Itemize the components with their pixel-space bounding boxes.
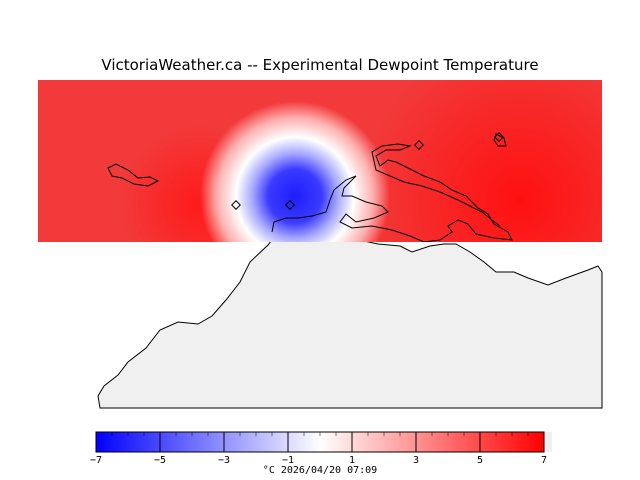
legend-tick-label: 3	[413, 455, 419, 466]
land-south	[97, 231, 603, 409]
legend-footer: °C 2026/04/20 07:09	[0, 465, 640, 476]
station-markers	[231, 132, 504, 210]
legend-timestamp: 2026/04/20 07:09	[280, 465, 378, 476]
station-marker[interactable]	[231, 200, 241, 210]
legend-tick-label: 1	[349, 455, 355, 466]
legend-tick-label: −3	[218, 455, 230, 466]
legend-tick-label: 5	[477, 455, 483, 466]
map-title: VictoriaWeather.ca -- Experimental Dewpo…	[101, 56, 539, 74]
coastline-main	[271, 143, 513, 242]
station-marker[interactable]	[285, 200, 295, 210]
legend-unit: °C	[262, 465, 275, 476]
legend-tick-label: 7	[541, 455, 547, 466]
legend-tick-label: −1	[282, 455, 294, 466]
station-marker[interactable]	[494, 132, 504, 142]
legend-ticks: −7 −5 −3 −1 1 3 5 7	[90, 432, 547, 466]
legend-colorbar: −7 −5 −3 −1 1 3 5 7	[90, 431, 552, 466]
legend-tick-label: −7	[90, 455, 102, 466]
station-marker[interactable]	[414, 140, 424, 150]
legend-tick-label: −5	[154, 455, 166, 466]
dewpoint-field	[38, 80, 602, 242]
coastline-west-island	[107, 163, 160, 187]
